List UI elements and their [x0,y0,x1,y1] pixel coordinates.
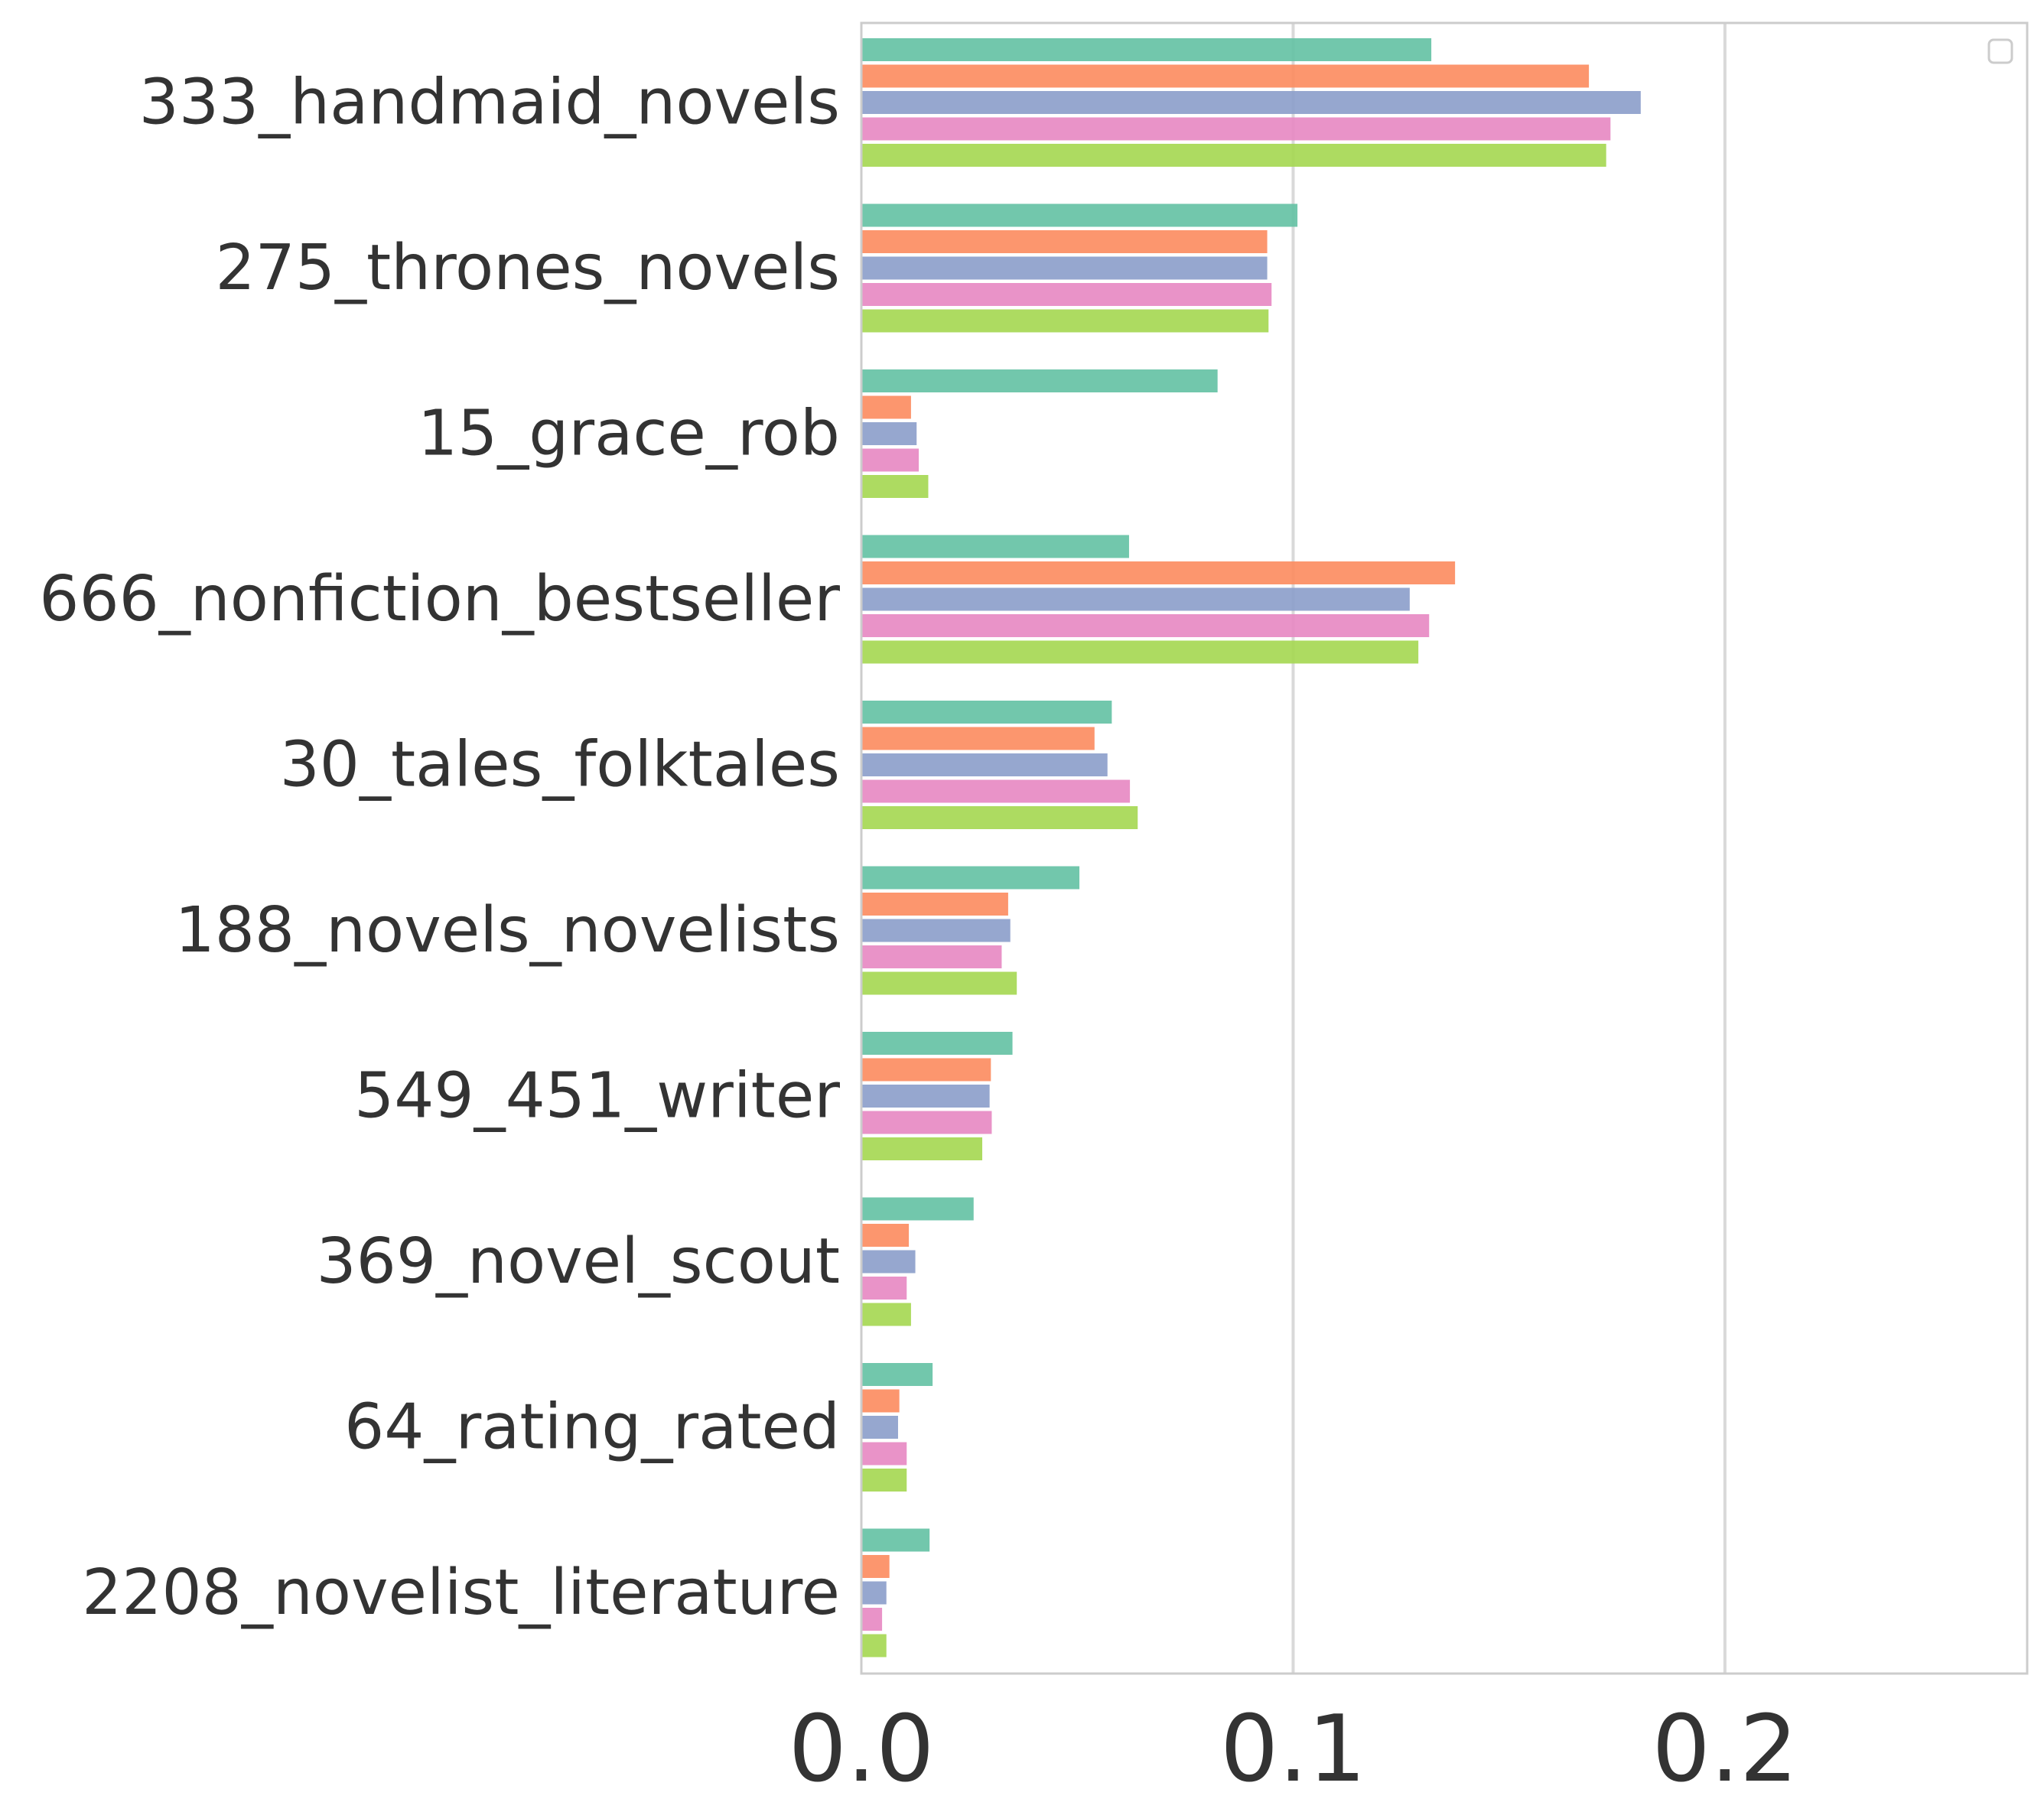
bar-333_handmaid_novels-series-2 [861,64,1590,88]
grid [1291,23,1727,1674]
bar-15_grace_rob-series-2 [861,395,911,419]
bar-30_tales_folktales-series-4 [861,779,1131,803]
bar-2208_novelist_literature-series-3 [861,1581,887,1605]
category-label: 549_451_writer [354,1060,840,1133]
bar-333_handmaid_novels-series-4 [861,117,1611,141]
bar-275_thrones_novels-series-3 [861,256,1268,280]
bar-2208_novelist_literature-series-1 [861,1528,930,1552]
bar-64_rating_rated-series-3 [861,1416,898,1439]
bar-30_tales_folktales-series-2 [861,727,1095,750]
category-label: 2208_novelist_literature [82,1557,840,1629]
category-label: 64_rating_rated [344,1391,840,1464]
bar-666_nonfiction_bestseller-series-3 [861,587,1410,611]
bar-188_novels_novelists-series-5 [861,971,1017,995]
bar-188_novels_novelists-series-1 [861,866,1080,890]
bar-666_nonfiction_bestseller-series-1 [861,535,1129,558]
bar-549_451_writer-series-5 [861,1137,983,1160]
bar-333_handmaid_novels-series-3 [861,91,1641,114]
bar-369_novel_scout-series-3 [861,1250,916,1274]
category-label: 15_grace_rob [418,398,840,470]
bar-549_451_writer-series-1 [861,1032,1013,1055]
bars [861,38,1641,1657]
bar-666_nonfiction_bestseller-series-2 [861,561,1456,584]
bar-369_novel_scout-series-2 [861,1224,910,1247]
bar-549_451_writer-series-4 [861,1111,992,1134]
category-label: 666_nonfiction_bestseller [39,563,840,636]
bar-275_thrones_novels-series-2 [861,230,1268,253]
bar-30_tales_folktales-series-1 [861,701,1112,724]
bar-333_handmaid_novels-series-5 [861,144,1606,167]
bar-549_451_writer-series-2 [861,1058,991,1082]
bar-549_451_writer-series-3 [861,1085,990,1108]
bar-188_novels_novelists-series-3 [861,919,1011,942]
bar-2208_novelist_literature-series-4 [861,1608,883,1631]
bar-15_grace_rob-series-4 [861,448,919,472]
bar-275_thrones_novels-series-5 [861,309,1269,333]
plot-frame [860,21,2029,1675]
x-tick-labels: 0.0 0.1 0.2 [789,1697,1798,1803]
bar-333_handmaid_novels-series-1 [861,38,1432,61]
bar-369_novel_scout-series-4 [861,1277,907,1300]
x-tick-label: 0.0 [789,1697,935,1803]
legend [1987,38,2013,64]
bar-64_rating_rated-series-2 [861,1389,900,1413]
bar-666_nonfiction_bestseller-series-5 [861,640,1419,664]
category-labels: 333_handmaid_novels 275_thrones_novels 15_… [39,67,840,1630]
bar-188_novels_novelists-series-2 [861,893,1008,916]
bar-369_novel_scout-series-1 [861,1197,974,1221]
bar-188_novels_novelists-series-4 [861,945,1002,968]
category-label: 188_novels_novelists [175,894,840,967]
x-tick-label: 0.1 [1220,1697,1366,1803]
bar-15_grace_rob-series-5 [861,475,929,498]
bar-2208_novelist_literature-series-2 [861,1555,890,1578]
bar-369_novel_scout-series-5 [861,1303,911,1326]
category-label: 369_novel_scout [316,1225,840,1298]
bar-2208_novelist_literature-series-5 [861,1634,887,1657]
bar-30_tales_folktales-series-3 [861,753,1108,776]
category-label: 30_tales_folktales [280,729,840,802]
bar-64_rating_rated-series-1 [861,1363,933,1386]
x-tick-label: 0.2 [1652,1697,1798,1803]
bar-15_grace_rob-series-1 [861,369,1218,392]
bar-666_nonfiction_bestseller-series-4 [861,614,1430,637]
bar-64_rating_rated-series-4 [861,1442,907,1466]
bar-275_thrones_novels-series-4 [861,283,1272,306]
bar-275_thrones_novels-series-1 [861,203,1298,227]
category-label: 333_handmaid_novels [139,67,840,139]
bar-30_tales_folktales-series-5 [861,806,1138,829]
bar-15_grace_rob-series-3 [861,422,917,445]
bar-64_rating_rated-series-5 [861,1469,907,1492]
category-label: 275_thrones_novels [216,232,840,304]
